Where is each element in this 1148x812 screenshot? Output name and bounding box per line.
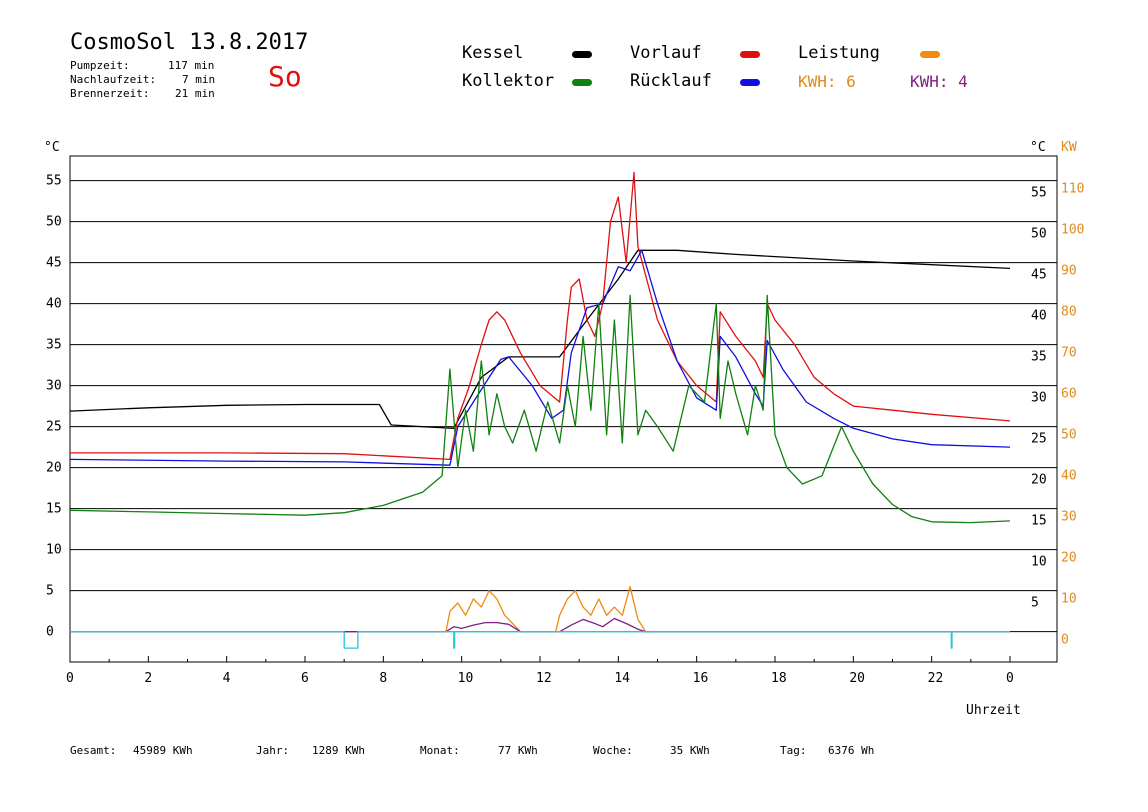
series-line-ertrag <box>70 617 1010 633</box>
x-tick-label: 18 <box>771 671 787 686</box>
x-tick-label: 16 <box>693 671 709 686</box>
y-tick-right-temp: 40 <box>1031 309 1047 324</box>
x-tick-label: 14 <box>614 671 630 686</box>
total-value: 45989 KWh <box>133 744 193 757</box>
x-axis-label: Uhrzeit <box>966 703 1021 718</box>
total-label: Gesamt: <box>70 744 117 757</box>
run-time-label: Nachlaufzeit: <box>70 73 157 86</box>
series-line-kollektor <box>69 294 1011 524</box>
y-tick-right-temp: 25 <box>1031 432 1047 447</box>
y-tick-left: 35 <box>46 338 62 353</box>
burner-time-value: 21 min <box>175 87 215 100</box>
y-tick-right-temp: 10 <box>1031 555 1047 570</box>
year-value: 1289 KWh <box>312 744 365 757</box>
legend-kollektor-swatch <box>572 79 592 86</box>
y-tick-right-kw: 70 <box>1061 346 1077 361</box>
run-time-value: 7 min <box>182 73 216 86</box>
series-line-leistung <box>70 585 1010 633</box>
y-tick-left: 40 <box>46 297 62 312</box>
y-tick-left: 25 <box>46 420 62 435</box>
y-tick-right-temp: 45 <box>1031 268 1047 283</box>
y-tick-right-kw: 110 <box>1061 182 1084 197</box>
plot-frame <box>69 155 1058 663</box>
day-total-label: Tag: <box>780 744 807 757</box>
series-line-vorlauf <box>70 171 1011 461</box>
y-tick-right-temp: 15 <box>1031 514 1047 529</box>
legend-leistung-label: Leistung <box>798 43 880 63</box>
legend-kessel-swatch <box>572 51 592 58</box>
y-tick-left: 50 <box>46 215 62 230</box>
x-tick-label: 2 <box>144 671 152 686</box>
x-tick-label: 0 <box>1006 671 1014 686</box>
legend-kessel-label: Kessel <box>462 43 524 63</box>
weekday-label: So <box>268 60 302 93</box>
y-tick-right-temp: 30 <box>1031 391 1047 406</box>
series-line-pumpe <box>70 631 1010 649</box>
x-tick-label: 0 <box>66 671 74 686</box>
kwh-leistung: KWH: 6 <box>798 72 856 91</box>
y-tick-right-kw: 50 <box>1061 428 1077 443</box>
day-total-value: 6376 Wh <box>828 744 875 757</box>
y-tick-left: 20 <box>46 461 62 476</box>
week-value: 35 KWh <box>670 744 710 757</box>
y-tick-right-kw: 100 <box>1061 223 1084 238</box>
month-label: Monat: <box>420 744 460 757</box>
x-tick-label: 8 <box>379 671 387 686</box>
y-tick-left: 15 <box>46 502 62 517</box>
y-tick-right-kw: 0 <box>1061 633 1069 648</box>
month-value: 77 KWh <box>498 744 538 757</box>
y-tick-right-kw: 90 <box>1061 264 1077 279</box>
y-tick-right-temp: 55 <box>1031 186 1047 201</box>
y-tick-right-kw: 10 <box>1061 592 1077 607</box>
legend-vorlauf-swatch <box>740 51 760 58</box>
x-tick-label: 12 <box>536 671 552 686</box>
x-tick-label: 6 <box>301 671 309 686</box>
y-tick-right-temp: 50 <box>1031 227 1047 242</box>
y-tick-left: 30 <box>46 379 62 394</box>
kwh-ertrag: KWH: 4 <box>910 72 968 91</box>
y-tick-left: 55 <box>46 174 62 189</box>
legend-ruecklauf-swatch <box>740 79 760 86</box>
week-label: Woche: <box>593 744 633 757</box>
y-tick-right-kw: 40 <box>1061 469 1077 484</box>
chart-title: CosmoSol 13.8.2017 <box>70 30 309 55</box>
legend-leistung-swatch <box>920 51 940 58</box>
pump-time-value: 117 min <box>168 59 215 72</box>
y-axis-label-left: °C <box>44 140 60 155</box>
y-tick-left: 45 <box>46 256 62 271</box>
y-tick-right-temp: 35 <box>1031 350 1047 365</box>
legend-vorlauf-label: Vorlauf <box>630 43 702 63</box>
x-tick-label: 10 <box>458 671 474 686</box>
series-line-kessel <box>69 249 1011 429</box>
x-tick-label: 4 <box>223 671 231 686</box>
y-axis-label-right: °C <box>1030 140 1046 155</box>
series-line-rücklauf <box>69 249 1011 466</box>
y-tick-right-kw: 30 <box>1061 510 1077 525</box>
legend-ruecklauf-label: Rücklauf <box>630 71 712 91</box>
y-tick-left: 5 <box>46 584 54 599</box>
x-tick-label: 20 <box>849 671 865 686</box>
y-tick-right-kw: 60 <box>1061 387 1077 402</box>
pump-time-label: Pumpzeit: <box>70 59 130 72</box>
legend-kollektor-label: Kollektor <box>462 71 555 91</box>
y-tick-right-kw: 20 <box>1061 551 1077 566</box>
y-tick-right-temp: 5 <box>1031 596 1039 611</box>
year-label: Jahr: <box>256 744 290 757</box>
x-tick-label: 22 <box>928 671 944 686</box>
y-tick-right-temp: 20 <box>1031 473 1047 488</box>
y-tick-left: 10 <box>46 543 62 558</box>
y-tick-right-kw: 80 <box>1061 305 1077 320</box>
y-tick-left: 0 <box>46 625 54 640</box>
burner-time-label: Brennerzeit: <box>70 87 150 100</box>
y-axis-label-kw: KW <box>1061 140 1077 155</box>
